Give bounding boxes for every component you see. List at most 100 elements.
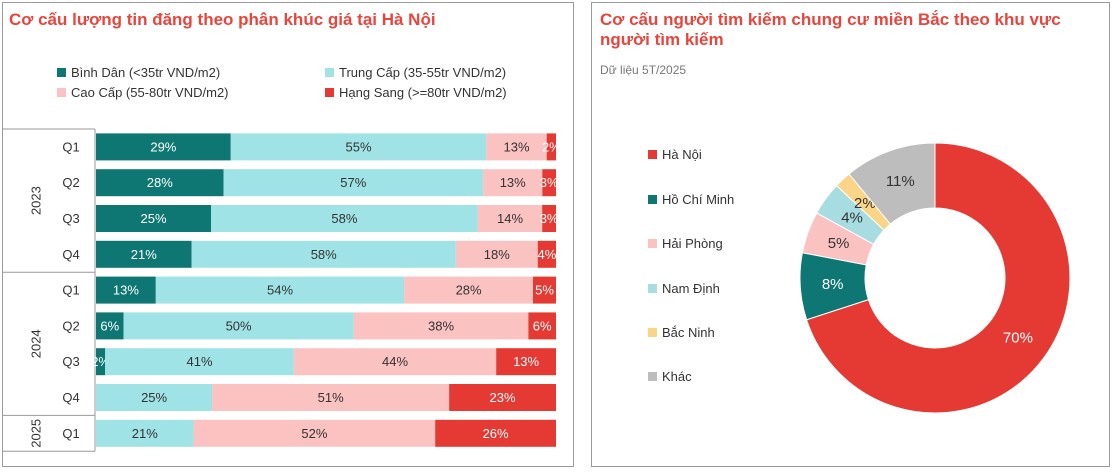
legend-label: Cao Cấp (55-80tr VND/m2) [71,85,229,100]
bar-segment [449,384,556,411]
bar-segment [542,205,556,232]
data-label: 13% [113,283,139,298]
slice-label: 5% [828,235,850,252]
donut-slice [805,142,1071,414]
data-label: 3% [540,211,559,226]
legend-swatch [325,68,334,77]
legend-item-hang-sang: Hạng Sang (>=80tr VND/m2) [325,85,507,100]
bar-segment [211,205,478,232]
slice-label: 8% [822,276,844,293]
category-tick-label: Q1 [62,283,79,298]
bar-segment [293,348,497,376]
data-label: 26% [483,426,509,441]
donut-chart: 70%8%5%4%2%11% [799,142,1071,414]
bar-segment [96,419,194,447]
bar-segment [105,348,294,376]
data-label: 55% [346,139,372,154]
data-label: 13% [500,175,526,190]
left-chart-title: Cơ cấu lượng tin đăng theo phân khúc giá… [9,10,436,29]
legend-item-ha-noi: Hà Nội [648,147,702,162]
data-label: 28% [456,283,482,298]
donut-slice [848,142,936,225]
bar-segment [96,205,211,232]
legend-swatch [57,88,66,97]
bar-segment [96,169,224,197]
data-label: 38% [428,318,454,333]
legend-swatch [648,328,657,337]
legend-label: Hồ Chí Minh [662,192,735,207]
legend-label: Hạng Sang (>=80tr VND/m2) [339,85,507,100]
legend-swatch [648,284,657,293]
data-label: 2% [542,139,561,154]
data-label: 6% [100,318,119,333]
data-label: 57% [340,175,366,190]
bar-segment [96,312,124,340]
bar-segment [435,419,556,447]
legend-swatch [648,239,657,248]
data-label: 14% [497,211,523,226]
category-tick-label: Q2 [62,318,79,333]
bar-segment [191,240,456,268]
year-label: 2023 [29,186,44,215]
bar-segment [96,348,106,376]
bar-segment [96,133,231,161]
bar-segment [96,276,156,304]
legend-item-cao-cap: Cao Cấp (55-80tr VND/m2) [57,85,229,100]
year-label: 2024 [29,329,44,358]
legend-item-nam-dinh: Nam Định [648,281,720,296]
data-label: 25% [140,211,166,226]
bar-segment [496,348,556,376]
legend-swatch [648,150,657,159]
legend-label: Hải Phòng [662,236,723,251]
legend-label: Khác [662,369,692,384]
data-label: 23% [490,390,516,405]
category-tick-label: Q2 [62,175,79,190]
bar-segment [230,133,487,161]
slice-label: 70% [1003,330,1033,347]
slice-label: 4% [841,209,863,226]
data-label: 58% [311,247,337,262]
bar-segment [483,169,543,197]
left-chart-panel: Cơ cấu lượng tin đăng theo phân khúc giá… [2,2,574,467]
legend-item-trung-cap: Trung Cấp (35-55tr VND/m2) [325,65,506,80]
bar-segment [193,419,436,447]
data-label: 3% [540,175,559,190]
legend-swatch [325,88,334,97]
data-label: 28% [147,175,173,190]
data-label: 50% [226,318,252,333]
data-label: 21% [131,247,157,262]
stacked-bar-chart: 2023 2024 2025 Q1 29% 55% 13% 2% Q2 28% 57% 13% 3% Q3… [3,128,561,452]
slice-label: 11% [886,173,915,190]
data-label: 25% [141,390,167,405]
legend-label: Hà Nội [662,147,702,162]
data-label: 18% [484,247,510,262]
data-label: 4% [537,247,556,262]
bar-segment [123,312,354,340]
data-label: 29% [150,139,176,154]
legend-label: Bình Dân (<35tr VND/m2) [71,65,221,80]
bar-segment [528,312,556,340]
bar-segment [96,240,192,268]
data-label: 52% [301,426,327,441]
right-chart-subtitle: Dữ liệu 5T/2025 [600,63,687,77]
bar-segment [486,133,547,161]
category-tick-label: Q4 [62,390,79,405]
legend-item-binh-dan: Bình Dân (<35tr VND/m2) [57,65,220,80]
legend-label: Trung Cấp (35-55tr VND/m2) [339,65,507,80]
data-label: 6% [533,318,552,333]
legend-item-bac-ninh: Bắc Ninh [648,325,715,340]
legend-item-hai-phong: Hải Phòng [648,236,723,251]
legend-label: Nam Định [662,281,720,296]
bar-segment [537,240,556,268]
category-tick-label: Q1 [62,426,79,441]
right-chart-title: Cơ cấu người tìm kiếm chung cư miền Bắc … [600,10,1061,49]
right-chart-panel: Cơ cấu người tìm kiếm chung cư miền Bắc … [591,2,1110,467]
bar-segment [212,384,450,411]
bar-segment [533,276,556,304]
legend-swatch [57,68,66,77]
bar-segment [96,384,213,411]
legend-label: Bắc Ninh [662,325,715,340]
bar-segment [477,205,543,232]
data-label: 44% [382,354,408,369]
legend-swatch [648,195,657,204]
